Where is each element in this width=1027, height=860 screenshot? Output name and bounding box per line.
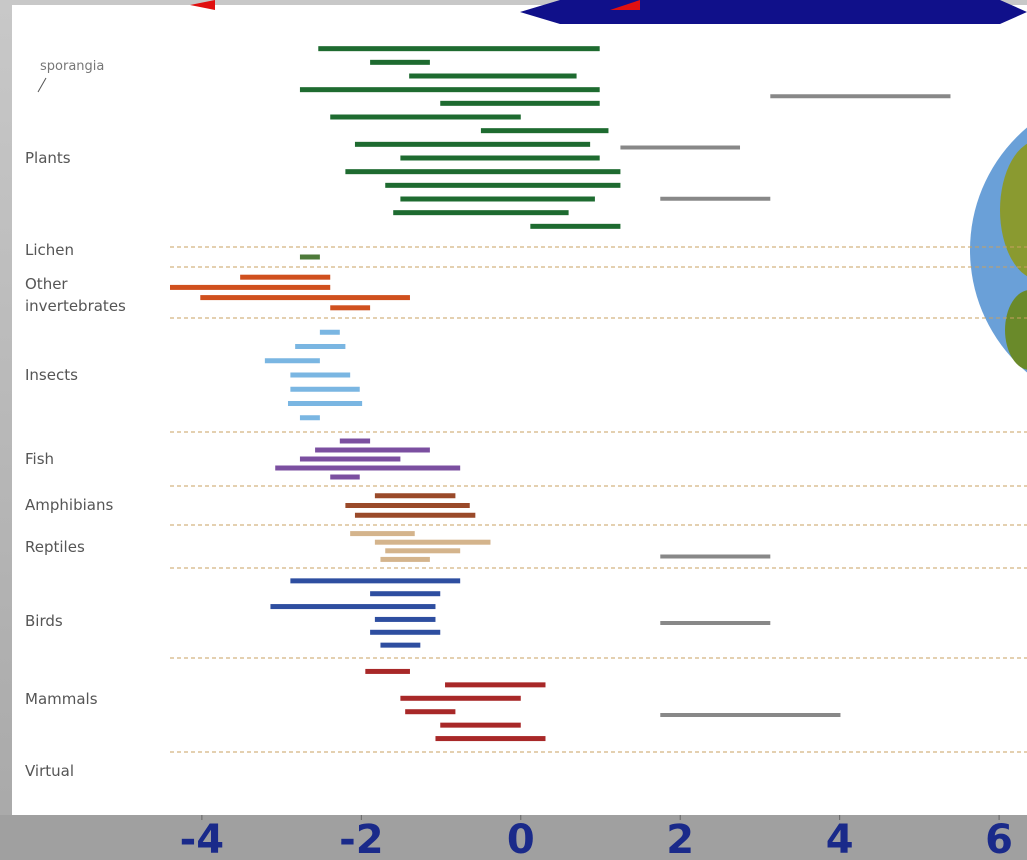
range-bar [405, 709, 455, 714]
chart: -4 -2 0 2 4 6 [0, 0, 1027, 860]
range-bar [240, 275, 330, 280]
category-label: Virtual [25, 760, 135, 782]
range-bar [290, 578, 460, 583]
category-label: Reptiles [25, 536, 135, 558]
range-bar [481, 128, 609, 133]
range-bar [315, 448, 430, 453]
range-bar [370, 630, 440, 635]
range-bar [375, 540, 491, 545]
range-bar [375, 617, 436, 622]
range-bar [355, 142, 590, 147]
x-tick-label: 6 [985, 817, 1013, 860]
other-range-bar [620, 146, 740, 150]
range-bar [393, 210, 568, 215]
range-bar [380, 643, 420, 648]
range-bar [330, 475, 359, 480]
range-bar [300, 255, 320, 260]
arrow-blue [520, 0, 1027, 24]
range-bar [385, 548, 460, 553]
range-bar [400, 197, 595, 202]
range-bar [350, 531, 415, 536]
x-tick-label: -4 [180, 817, 224, 860]
range-bar [385, 183, 620, 188]
range-bar [440, 723, 521, 728]
range-bar [300, 87, 600, 92]
range-bar [330, 305, 370, 310]
other-range-bar [660, 713, 840, 717]
other-range-bar [770, 94, 950, 98]
x-tick-label: -2 [339, 817, 383, 860]
range-bar [345, 169, 620, 174]
category-label: Mammals [25, 688, 135, 710]
range-bar [290, 387, 359, 392]
range-bar [435, 736, 545, 741]
range-bar [300, 415, 320, 420]
range-bar [290, 373, 350, 378]
range-bar [295, 344, 345, 349]
range-bar [200, 295, 410, 300]
x-tick-label: 4 [826, 817, 854, 860]
other-range-bar [660, 555, 770, 559]
range-bar [375, 493, 456, 498]
range-bar [530, 224, 620, 229]
category-label: Other invertebrates [25, 273, 135, 317]
range-bar [440, 101, 599, 106]
other-range-bar [660, 197, 770, 201]
range-bar [330, 115, 521, 120]
category-label: Fish [25, 448, 135, 470]
x-tick-label: 0 [507, 817, 535, 860]
range-bar [270, 604, 435, 609]
range-bar [340, 439, 370, 444]
range-bar [409, 74, 576, 79]
page: -4 -2 0 2 4 6 sporangia Plants Lichen Other inve… [0, 0, 1027, 860]
category-label: Insects [25, 364, 135, 386]
range-bar [288, 401, 362, 406]
range-bar [300, 457, 400, 462]
range-bar [345, 503, 469, 508]
range-bar [170, 285, 330, 290]
range-bar [445, 682, 545, 687]
range-bar [380, 557, 429, 562]
category-label: Birds [25, 610, 135, 632]
range-bar [265, 358, 320, 363]
category-label: Amphibians [25, 494, 135, 516]
range-bar [400, 696, 520, 701]
panel [12, 5, 1027, 815]
annotation: sporangia [40, 56, 150, 78]
range-bar [370, 591, 440, 596]
range-bar [320, 330, 340, 335]
category-label: Lichen [25, 239, 135, 261]
category-label: Plants [25, 147, 135, 169]
range-bar [400, 156, 599, 161]
x-tick-label: 2 [666, 817, 694, 860]
range-bar [318, 46, 599, 51]
other-range-bar [660, 621, 770, 625]
range-bar [370, 60, 430, 65]
range-bar [355, 513, 475, 518]
range-bar [275, 466, 460, 471]
range-bar [365, 669, 410, 674]
